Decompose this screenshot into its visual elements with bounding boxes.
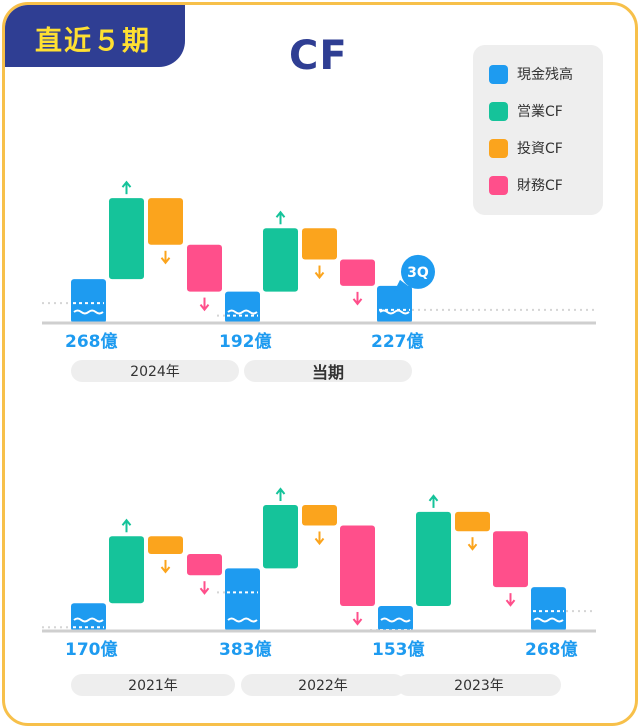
operating-bar bbox=[109, 536, 144, 604]
cash-value-label: 383億 bbox=[219, 639, 272, 660]
financing-bar bbox=[187, 244, 222, 292]
tag-label: 3Q bbox=[407, 265, 429, 281]
cash-wave-mark bbox=[227, 309, 258, 315]
legend-item-financing: 財務CF bbox=[489, 174, 563, 196]
period-label: 2024年 bbox=[71, 360, 239, 382]
financing-bar bbox=[187, 553, 222, 576]
financing-bar bbox=[493, 531, 528, 588]
period-label: 2021年 bbox=[71, 674, 235, 696]
investing-down-arrow bbox=[314, 265, 325, 280]
operating-bar bbox=[416, 511, 451, 606]
investing-down-arrow bbox=[467, 537, 478, 551]
operating-up-arrow bbox=[275, 210, 286, 225]
investing-bar bbox=[148, 536, 183, 554]
financing-bar bbox=[340, 259, 375, 286]
cash-bar bbox=[225, 568, 260, 631]
legend-swatch-investing bbox=[489, 138, 508, 158]
end-cash-bar bbox=[531, 587, 566, 631]
cash-wave-mark bbox=[227, 617, 258, 623]
investing-bar bbox=[302, 228, 337, 260]
financing-bar bbox=[340, 525, 375, 606]
operating-up-arrow bbox=[121, 180, 132, 195]
period-label: 2023年 bbox=[397, 674, 561, 696]
investing-bar bbox=[455, 511, 490, 532]
operating-up-arrow bbox=[121, 518, 132, 533]
financing-down-arrow bbox=[199, 581, 210, 595]
investing-down-arrow bbox=[160, 250, 171, 265]
investing-down-arrow bbox=[160, 559, 171, 574]
investing-bar bbox=[148, 198, 183, 245]
tag-bubble bbox=[401, 254, 435, 289]
legend-swatch-operating bbox=[489, 101, 508, 121]
legend-item-operating: 営業CF bbox=[489, 100, 563, 122]
operating-bar bbox=[109, 198, 144, 280]
legend: 現金残高 営業CF 投資CF 財務CF bbox=[473, 45, 603, 215]
end-cash-wave-mark bbox=[533, 617, 564, 623]
legend-label-investing: 投資CF bbox=[517, 141, 563, 157]
financing-down-arrow bbox=[352, 611, 363, 626]
cash-bar bbox=[378, 605, 413, 631]
financing-down-arrow bbox=[199, 297, 210, 312]
badge-text: 直近５期 bbox=[35, 26, 151, 57]
financing-down-arrow bbox=[505, 593, 516, 607]
cash-bar bbox=[71, 603, 106, 631]
tag-tail bbox=[394, 279, 408, 292]
end-cash-value-label: 227億 bbox=[371, 331, 424, 352]
legend-label-financing: 財務CF bbox=[517, 178, 563, 194]
period-label: 当期 bbox=[244, 360, 412, 382]
investing-bar bbox=[302, 505, 337, 526]
cash-wave-mark bbox=[380, 617, 411, 623]
chart-title: CF bbox=[289, 33, 348, 79]
cash-value-label: 268億 bbox=[65, 331, 118, 352]
cash-value-label: 170億 bbox=[65, 639, 118, 660]
cash-wave-mark bbox=[73, 309, 104, 315]
cash-bar bbox=[71, 279, 106, 323]
legend-item-investing: 投資CF bbox=[489, 137, 563, 159]
investing-down-arrow bbox=[314, 531, 325, 546]
end-cash-value-label: 268億 bbox=[525, 639, 578, 660]
operating-up-arrow bbox=[428, 494, 439, 508]
operating-bar bbox=[263, 228, 298, 292]
operating-bar bbox=[263, 505, 298, 569]
cash-bar bbox=[225, 291, 260, 323]
operating-up-arrow bbox=[275, 487, 286, 502]
legend-label-operating: 営業CF bbox=[517, 104, 563, 120]
legend-swatch-cash bbox=[489, 64, 508, 84]
cash-value-label: 153億 bbox=[372, 639, 425, 660]
legend-item-cash: 現金残高 bbox=[489, 63, 573, 85]
legend-label-cash: 現金残高 bbox=[517, 67, 573, 83]
end-cash-wave-mark bbox=[379, 309, 410, 315]
period-label: 2022年 bbox=[241, 674, 405, 696]
financing-down-arrow bbox=[352, 291, 363, 306]
cash-wave-mark bbox=[73, 617, 104, 623]
cash-value-label: 192億 bbox=[219, 331, 272, 352]
legend-swatch-financing bbox=[489, 175, 508, 195]
period-badge: 直近５期 bbox=[5, 5, 185, 67]
